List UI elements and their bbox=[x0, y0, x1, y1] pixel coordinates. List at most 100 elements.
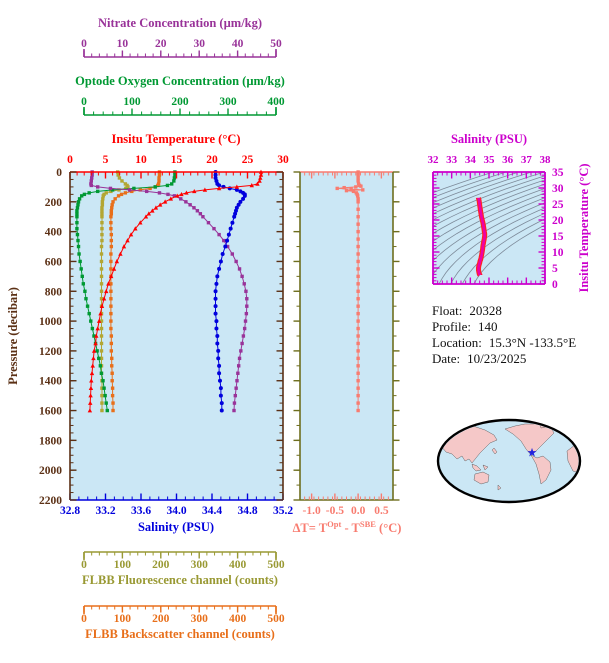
marker bbox=[237, 356, 242, 361]
marker bbox=[150, 208, 155, 213]
marker bbox=[87, 191, 91, 195]
marker bbox=[99, 259, 104, 264]
marker bbox=[241, 334, 246, 338]
profile-number-line: Profile: 140 bbox=[432, 319, 498, 334]
marker bbox=[217, 266, 222, 271]
tick-label: 800 bbox=[45, 286, 63, 298]
marker bbox=[236, 364, 241, 368]
marker bbox=[110, 386, 115, 390]
marker bbox=[356, 364, 360, 368]
density-contour bbox=[433, 197, 545, 262]
marker bbox=[219, 401, 224, 406]
marker bbox=[218, 259, 223, 264]
tick-label: 33.2 bbox=[95, 505, 115, 517]
tick-label: 100 bbox=[123, 96, 141, 108]
marker bbox=[215, 341, 220, 346]
marker bbox=[344, 188, 349, 193]
tick-label: 200 bbox=[45, 197, 63, 209]
marker bbox=[356, 289, 360, 293]
tick-label: 0 bbox=[67, 154, 73, 166]
marker bbox=[232, 214, 237, 219]
tick-label: 5 bbox=[552, 263, 558, 275]
marker bbox=[108, 186, 113, 191]
tick-label: 30 bbox=[552, 183, 564, 195]
marker bbox=[236, 371, 240, 375]
marker bbox=[192, 188, 197, 194]
marker bbox=[100, 203, 105, 207]
marker bbox=[356, 371, 360, 375]
ts-salinity-axis-title: Salinity (PSU) bbox=[451, 132, 527, 146]
marker bbox=[356, 349, 360, 353]
marker bbox=[90, 326, 95, 331]
tick-label: 35 bbox=[552, 167, 564, 179]
marker bbox=[101, 379, 105, 383]
marker bbox=[245, 297, 249, 301]
marker bbox=[99, 252, 104, 256]
location-label: Location: bbox=[432, 335, 482, 350]
backscatter-axis-title: FLBB Backscatter channel (counts) bbox=[85, 627, 275, 641]
marker bbox=[354, 185, 358, 189]
tick-label: 300 bbox=[219, 96, 237, 108]
marker bbox=[101, 296, 107, 301]
marker bbox=[245, 304, 249, 308]
salinity-axis-title: Salinity (PSU) bbox=[138, 520, 214, 534]
delta-t-axis-title: ΔT= TOpt - TSBE (°C) bbox=[293, 519, 402, 535]
marker bbox=[335, 186, 339, 191]
marker bbox=[99, 319, 104, 323]
marker bbox=[230, 220, 235, 225]
marker bbox=[157, 176, 161, 180]
marker bbox=[100, 232, 104, 237]
tick-label: 5 bbox=[103, 154, 109, 166]
tick-label: 300 bbox=[191, 613, 209, 625]
marker bbox=[81, 282, 86, 286]
marker bbox=[92, 334, 96, 338]
marker bbox=[126, 185, 130, 189]
marker bbox=[356, 408, 360, 413]
marker bbox=[216, 186, 222, 191]
density-contour bbox=[433, 183, 545, 234]
tick-label: 1000 bbox=[39, 316, 62, 328]
marker bbox=[109, 267, 113, 271]
marker bbox=[172, 179, 176, 183]
marker bbox=[110, 356, 114, 361]
map-land-australia bbox=[473, 471, 490, 485]
marker bbox=[100, 226, 104, 231]
marker bbox=[111, 266, 117, 271]
marker bbox=[128, 232, 134, 237]
marker bbox=[88, 400, 93, 405]
tick-label: 100 bbox=[114, 559, 132, 571]
marker bbox=[99, 274, 104, 279]
marker bbox=[144, 189, 149, 194]
marker bbox=[100, 212, 104, 216]
marker bbox=[213, 172, 218, 177]
tick-label: 400 bbox=[45, 227, 63, 239]
marker bbox=[109, 341, 114, 346]
tick-label: 37 bbox=[521, 154, 533, 166]
marker bbox=[90, 176, 94, 180]
marker bbox=[99, 326, 104, 331]
marker bbox=[356, 379, 360, 383]
density-contour bbox=[433, 175, 545, 221]
marker bbox=[111, 401, 115, 405]
marker bbox=[156, 183, 160, 188]
marker bbox=[109, 349, 114, 353]
tick-label: 300 bbox=[191, 559, 209, 571]
marker bbox=[109, 311, 113, 316]
marker bbox=[173, 173, 177, 177]
marker bbox=[168, 196, 174, 201]
marker bbox=[75, 226, 79, 231]
marker bbox=[349, 187, 353, 191]
tick-label: 50 bbox=[270, 38, 282, 50]
marker bbox=[99, 356, 104, 361]
marker bbox=[217, 371, 222, 376]
marker bbox=[242, 193, 247, 198]
marker bbox=[75, 232, 80, 237]
marker bbox=[91, 355, 96, 361]
marker bbox=[91, 348, 97, 353]
delta-t-label-sup: Opt bbox=[327, 519, 341, 529]
delta-t-plot-area bbox=[300, 172, 393, 500]
tick-label: 30 bbox=[277, 154, 289, 166]
marker bbox=[157, 179, 161, 183]
